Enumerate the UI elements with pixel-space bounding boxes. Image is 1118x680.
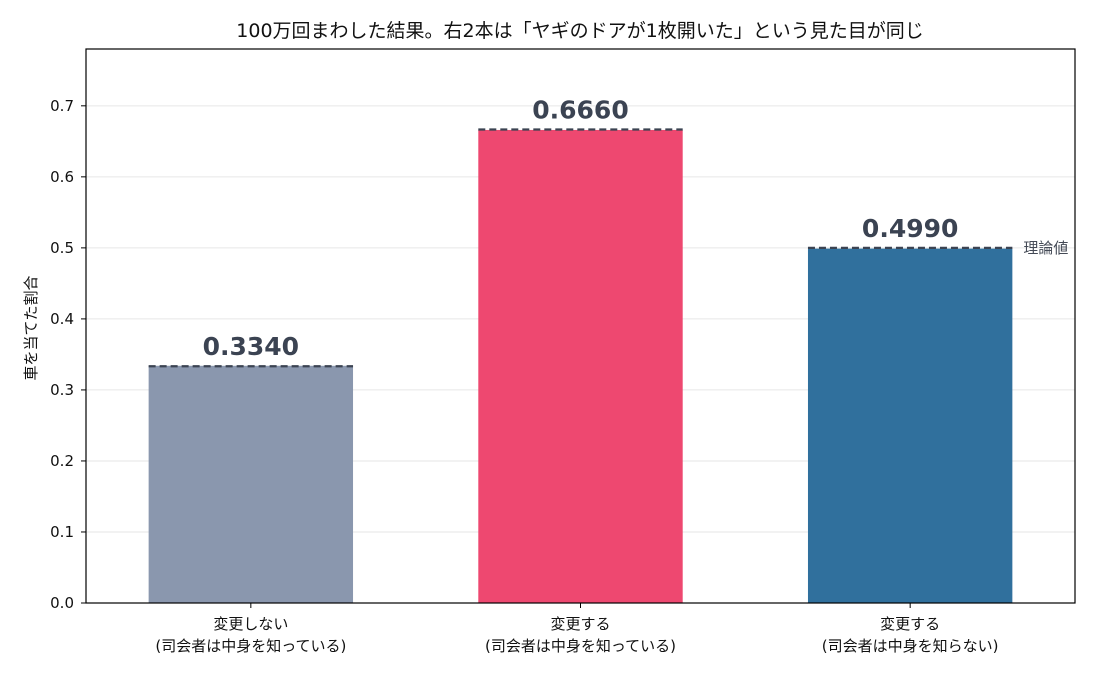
y-tick-label: 0.7: [50, 97, 74, 115]
chart-title: 100万回まわした結果。右2本は「ヤギのドアが1枚開いた」という見た目が同じ: [236, 20, 923, 42]
value-labels: 0.3340 0.6660 0.4990 理論値: [203, 95, 1069, 360]
x-tick-label-line1: 変更する: [550, 615, 610, 633]
bar: [148, 365, 354, 603]
y-tick-label: 0.2: [50, 452, 74, 470]
x-axis-ticks: 変更しない (司会者は中身を知っている) 変更する (司会者は中身を知っている) 変更す…: [155, 603, 999, 655]
y-tick-label: 0.5: [50, 239, 74, 257]
bar: [478, 129, 683, 603]
x-tick-label-line2: (司会者は中身を知っている): [155, 637, 346, 655]
y-tick-label: 0.4: [50, 310, 74, 328]
theoretical-label: 理論値: [1023, 239, 1068, 257]
bar: [807, 248, 1013, 604]
x-tick-label-line1: 変更しない: [213, 615, 288, 633]
bars: [148, 129, 1013, 604]
value-label: 0.6660: [532, 95, 628, 124]
theoretical-lines: [148, 128, 1013, 368]
value-label: 0.3340: [203, 332, 299, 361]
value-label: 0.4990: [862, 214, 958, 243]
y-axis-ticks: 0.0 0.1 0.2 0.3 0.4 0.5 0.6 0.7: [50, 97, 86, 612]
y-tick-label: 0.1: [50, 523, 74, 541]
y-tick-label: 0.0: [50, 594, 74, 612]
x-tick-label-line1: 変更する: [880, 615, 940, 633]
x-tick-label-line2: (司会者は中身を知っている): [485, 637, 676, 655]
x-tick-label-line2: (司会者は中身を知らない): [822, 637, 999, 655]
y-tick-label: 0.6: [50, 168, 74, 186]
y-axis-label: 車を当てた割合: [22, 275, 40, 380]
y-tick-label: 0.3: [50, 381, 74, 399]
